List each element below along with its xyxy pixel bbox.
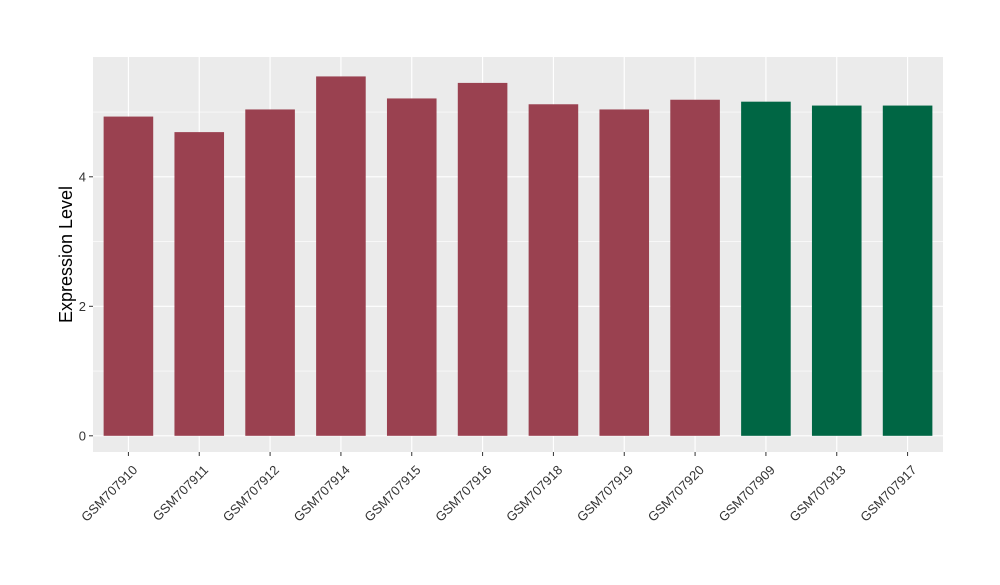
x-tick-label: GSM707917 [857, 462, 919, 524]
bars [103, 76, 933, 436]
x-tick-label: GSM707913 [786, 462, 848, 524]
x-tick-label: GSM707915 [361, 462, 423, 524]
x-tick-label: GSM707916 [432, 462, 494, 524]
minor-gridlines [93, 111, 943, 372]
x-tick-label: GSM707909 [716, 462, 778, 524]
bar-GSM707913 [811, 105, 862, 436]
plot-panel [93, 57, 943, 452]
bar-GSM707910 [103, 116, 154, 436]
bar-GSM707919 [599, 109, 650, 436]
bar-GSM707920 [670, 99, 720, 436]
y-axis: 0 2 4 [79, 169, 93, 443]
bar-GSM707918 [528, 104, 579, 436]
x-axis: GSM707910 GSM707911 GSM707912 GSM707914 GSM7… [78, 452, 919, 525]
bar-GSM707917 [882, 105, 933, 436]
x-tick-label: GSM707920 [645, 462, 707, 524]
x-tick-label: GSM707919 [574, 462, 636, 524]
x-tick-label: GSM707912 [220, 462, 282, 524]
x-tick-label: GSM707910 [78, 462, 140, 524]
bar-GSM707916 [457, 82, 508, 436]
x-tick-label: GSM707914 [291, 462, 353, 524]
y-tick-label: 2 [79, 299, 86, 314]
bar-GSM707909 [741, 101, 791, 436]
y-tick-label: 4 [79, 169, 86, 184]
bar-GSM707912 [245, 109, 295, 436]
y-axis-title: Expression Level [56, 186, 76, 323]
y-tick-label: 0 [79, 428, 86, 443]
bar-GSM707911 [174, 132, 225, 436]
x-tick-label: GSM707911 [150, 462, 212, 524]
x-tick-label: GSM707918 [503, 462, 565, 524]
bar-GSM707914 [316, 76, 366, 436]
bar-GSM707915 [386, 98, 437, 436]
